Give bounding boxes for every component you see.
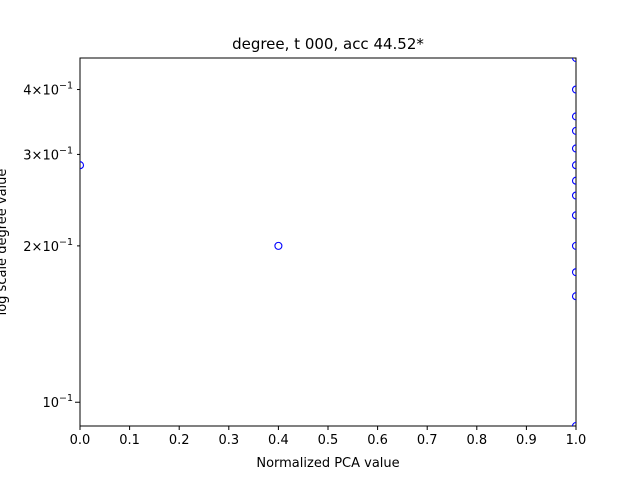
y-tick-label: 3×10−1 [23, 145, 73, 163]
x-axis: 0.0 0.1 0.2 0.3 0.4 0.5 0.6 0.7 0.8 0.9 1.0 [70, 426, 587, 448]
data-point [571, 85, 576, 94]
x-tick-label: 0.3 [218, 433, 239, 448]
data-point [571, 292, 576, 301]
x-tick-label: 0.8 [466, 433, 487, 448]
x-tick-label: 0.7 [417, 433, 438, 448]
x-tick-label: 0.5 [318, 433, 339, 448]
data-point [571, 126, 576, 135]
y-tick-label: 2×10−1 [23, 237, 73, 255]
x-tick-label: 0.6 [367, 433, 388, 448]
x-tick-label: 1.0 [566, 433, 587, 448]
data-point [571, 191, 576, 200]
plot-area [79, 57, 577, 427]
data-point [571, 176, 576, 185]
x-tick-label: 0.4 [268, 433, 289, 448]
y-axis: 10−1 2×10−1 3×10−1 4×10−1 [23, 81, 80, 411]
data-point [80, 161, 85, 170]
plot-frame [79, 57, 577, 427]
x-axis-title: Normalized PCA value [256, 456, 399, 471]
x-tick-label: 0.9 [516, 433, 537, 448]
x-tick-label: 0.2 [169, 433, 190, 448]
y-tick-label: 10−1 [42, 393, 73, 411]
x-tick-label: 0.1 [119, 433, 140, 448]
data-point [571, 268, 576, 277]
y-tick-label: 4×10−1 [23, 81, 73, 99]
data-point [274, 241, 283, 250]
data-point [571, 211, 576, 220]
x-tick-label: 0.0 [70, 433, 91, 448]
data-points [80, 58, 576, 426]
data-point [571, 112, 576, 121]
y-axis-title: log scale degree value [0, 169, 10, 316]
data-point [571, 161, 576, 170]
chart-title: degree, t 000, acc 44.52* [232, 35, 424, 53]
data-point [571, 144, 576, 153]
data-point [571, 241, 576, 250]
